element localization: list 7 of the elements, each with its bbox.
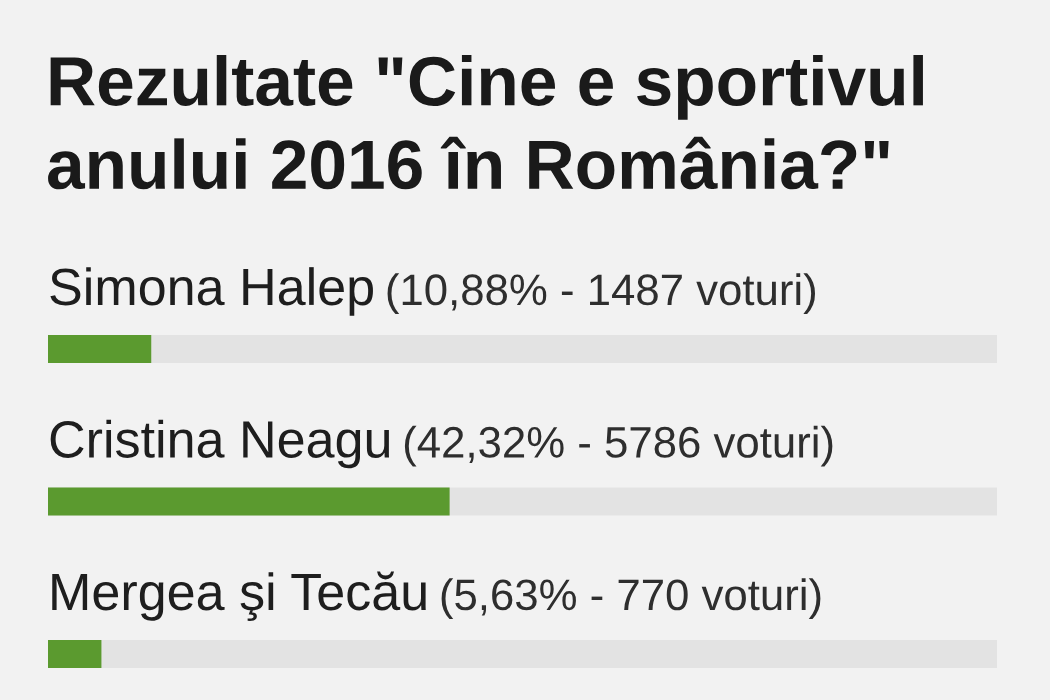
- data-label: (5,63% - 770 voturi): [441, 578, 821, 619]
- y-tick-label: Simona Halep: [50, 267, 373, 316]
- data-label: (10,88% - 1487 voturi): [387, 273, 815, 314]
- y-tick-label: Mergea şi Tecău: [52, 571, 426, 621]
- chart-title: Rezultate "Cine e sportivul anului 2016 în România?": [48, 55, 923, 190]
- data-label: (42,32% - 5786 voturi): [404, 425, 833, 467]
- y-tick-label: Cristina Neagu: [50, 419, 390, 469]
